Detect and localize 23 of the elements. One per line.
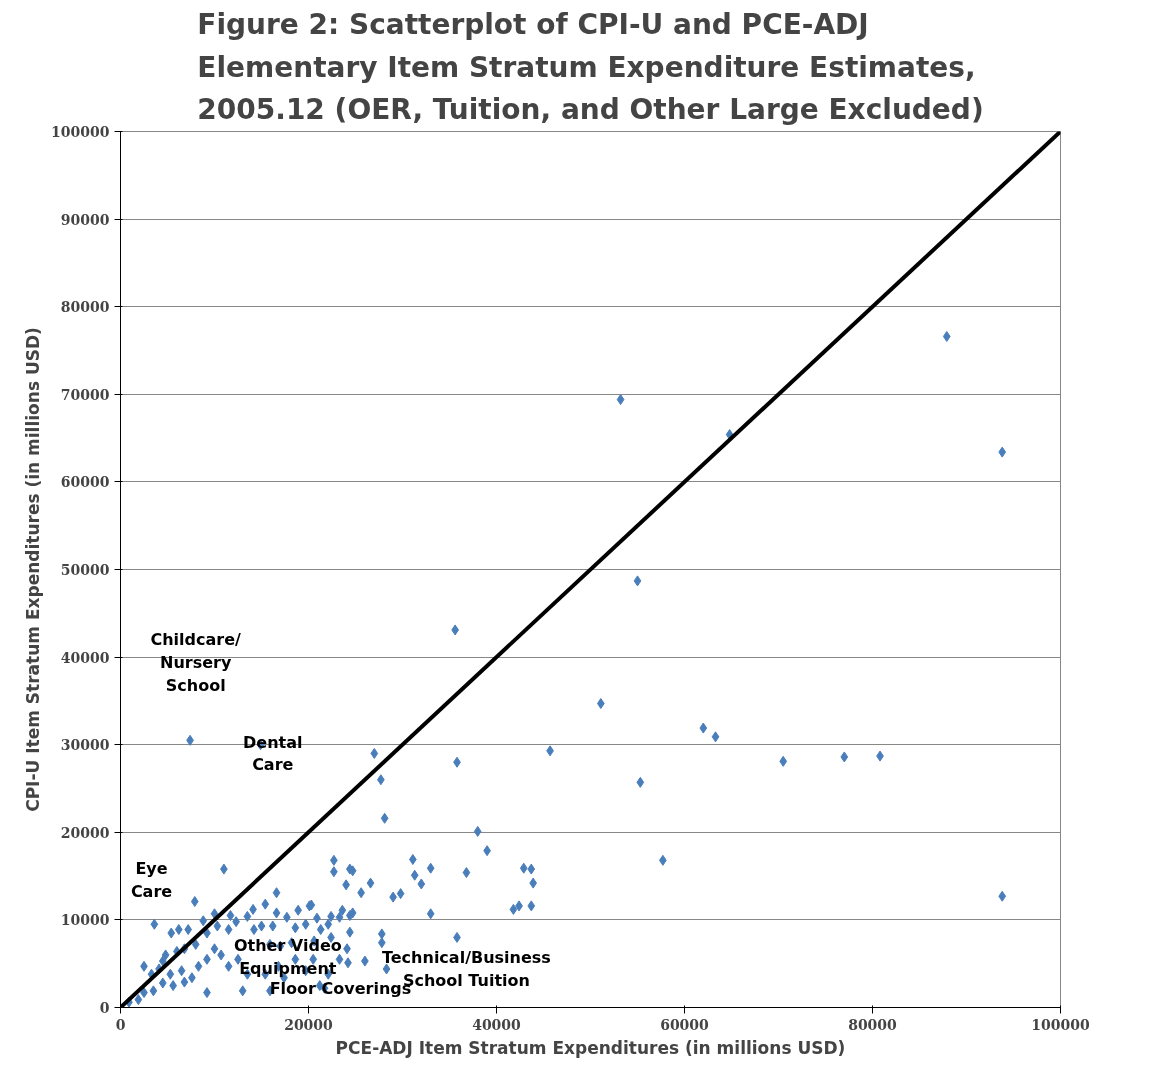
annotation: Childcare/ Nursery School bbox=[150, 630, 242, 695]
x-tick-label: 100000 bbox=[1031, 1016, 1090, 1033]
y-tick-label: 0 bbox=[99, 1000, 110, 1016]
x-tick-label: 0 bbox=[115, 1016, 126, 1033]
y-tick-label: 40000 bbox=[60, 649, 110, 666]
x-tick-label: 20000 bbox=[284, 1016, 334, 1033]
x-axis-title: PCE-ADJ Item Stratum Expenditures (in millions USD) bbox=[335, 1037, 846, 1058]
y-tick-label: 60000 bbox=[60, 474, 110, 491]
y-tick-label: 30000 bbox=[60, 737, 110, 754]
y-tick-label: 100000 bbox=[51, 124, 110, 140]
y-tick-label: 70000 bbox=[60, 386, 110, 403]
x-tick-label: 80000 bbox=[848, 1016, 898, 1033]
y-tick-label: 50000 bbox=[60, 562, 110, 578]
chart-title: Figure 2: Scatterplot of CPI-U and PCE-ADJ Elementary Item Stratum Expenditure Estimates, 2005.12 (OER, Tuition, and Other Large Excluded) bbox=[197, 7, 984, 127]
y-tick-label: 10000 bbox=[60, 912, 110, 929]
x-tick-label: 40000 bbox=[472, 1016, 522, 1033]
y-axis-title: CPI-U Item Stratum Expenditures (in millions USD) bbox=[23, 327, 44, 812]
y-tick-label: 90000 bbox=[60, 211, 110, 228]
y-tick-label: 80000 bbox=[60, 299, 110, 316]
annotation: Dental Care bbox=[243, 732, 303, 775]
x-tick-label: 60000 bbox=[660, 1016, 710, 1033]
y-tick-label: 20000 bbox=[60, 824, 110, 841]
annotation: Eye Care bbox=[130, 858, 173, 901]
